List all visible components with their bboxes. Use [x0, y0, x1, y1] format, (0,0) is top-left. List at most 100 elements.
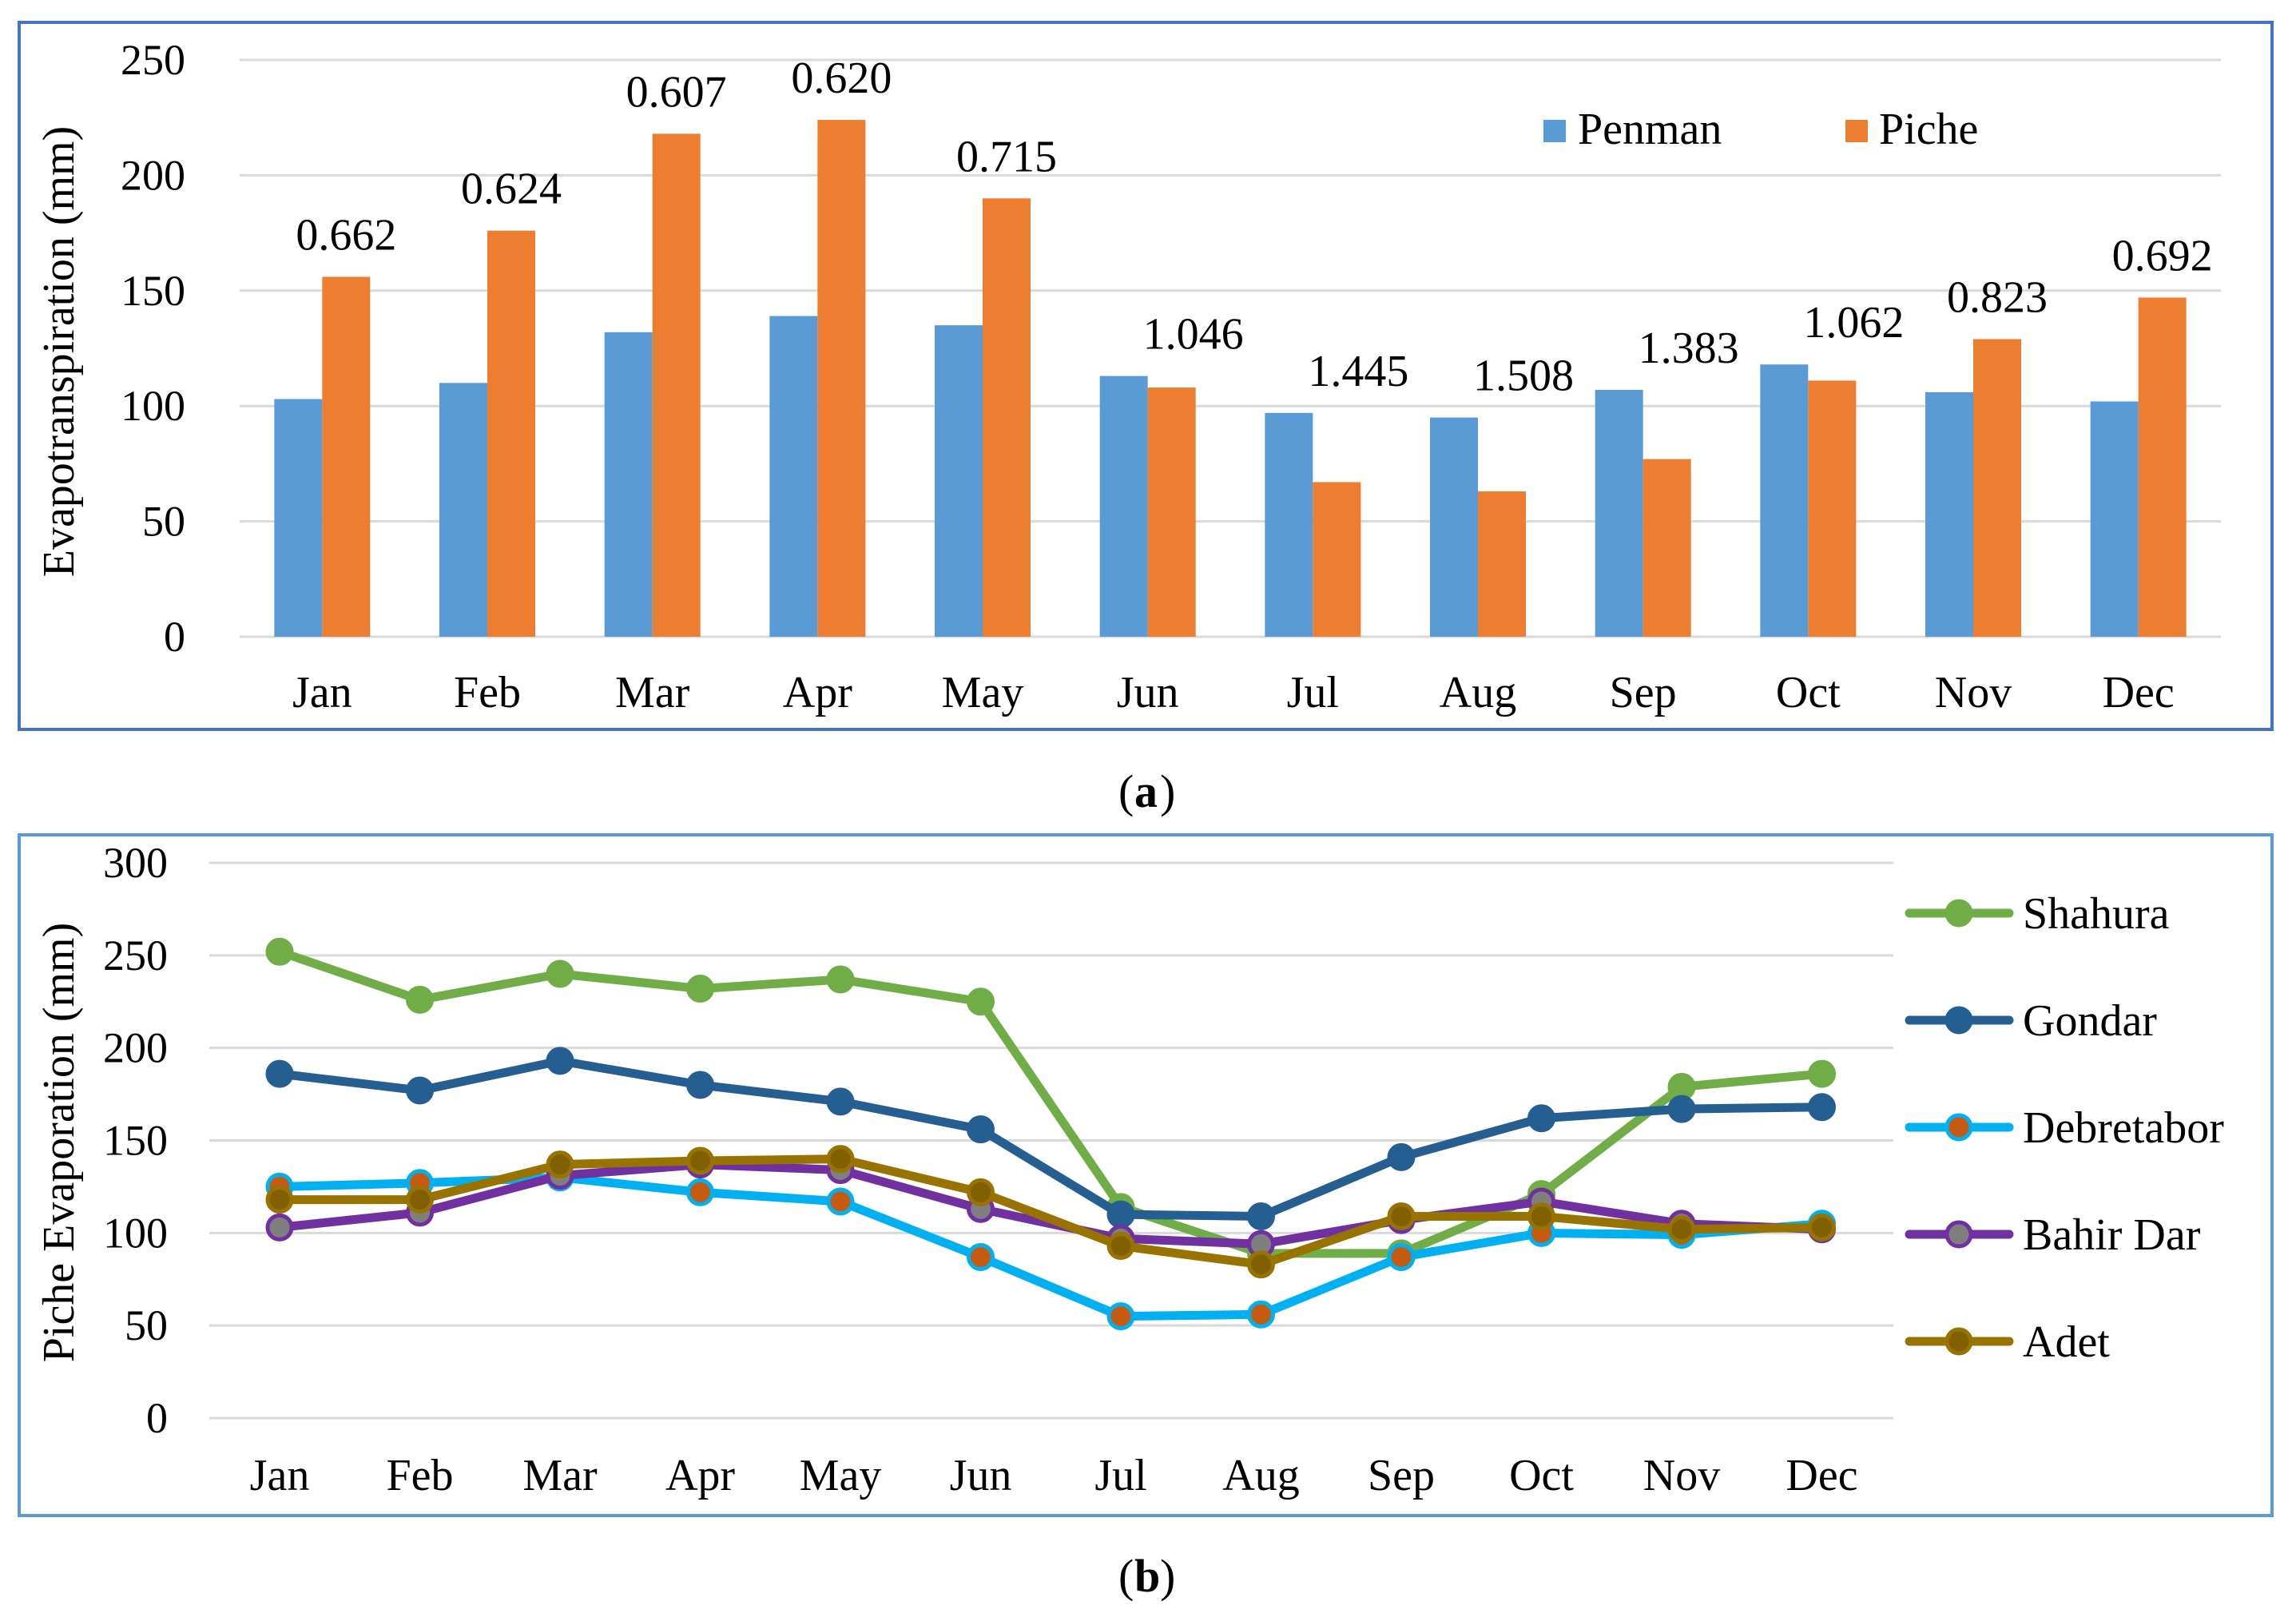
- chart-a-bar-penman: [1595, 389, 1643, 637]
- chart-a-ratio-label: 0.607: [626, 67, 727, 117]
- chart-b-legend-marker-adet: [1944, 1327, 1973, 1356]
- chart-b-point-adet: [1527, 1202, 1555, 1230]
- chart-b-x-tick-label: Apr: [665, 1451, 735, 1500]
- chart-b-point-adet: [1106, 1232, 1135, 1261]
- chart-b-x-tick-label: Mar: [522, 1451, 598, 1500]
- chart-a-bar-penman: [1760, 364, 1809, 637]
- chart-b-y-tick-label: 150: [103, 1117, 168, 1165]
- chart-b-point-gondar: [967, 1115, 995, 1144]
- chart-b-y-tick-label: 0: [146, 1394, 168, 1442]
- chart-b-x-tick-label: Nov: [1643, 1451, 1720, 1500]
- chart-a-ratio-label: 1.062: [1803, 298, 1904, 348]
- chart-b-x-tick-label: Jan: [250, 1451, 310, 1500]
- chart-b-y-ticks: 0 50 100 150 200 250 300: [103, 839, 168, 1442]
- chart-a-bar-penman: [2090, 401, 2139, 637]
- chart-b-point-debretabor: [826, 1187, 855, 1216]
- chart-a-bar-penman: [1265, 412, 1313, 637]
- chart-b-point-shahura: [546, 959, 574, 988]
- chart-a-bar-penman: [604, 332, 653, 637]
- chart-b-legend-label-adet: Adet: [2023, 1317, 2110, 1367]
- chart-a-x-tick-label: Dec: [2103, 668, 2175, 717]
- chart-a-x-tick-label: Sep: [1610, 668, 1677, 717]
- chart-a-y-tick-label: 200: [121, 151, 185, 199]
- chart-a-y-tick-label: 250: [121, 36, 185, 84]
- chart-a-ratio-label: 1.508: [1473, 352, 1574, 401]
- chart-b-legend: Shahura Gondar Debretabor Bahir Dar Adet: [1905, 889, 2224, 1367]
- chart-a-ratio-label: 0.692: [2112, 231, 2213, 280]
- chart-b-x-tick-label: Jun: [950, 1451, 1012, 1500]
- chart-a-bar-piche: [1808, 380, 1857, 637]
- chart-a-bar-penman: [935, 325, 983, 637]
- chart-b-point-shahura: [1808, 1059, 1836, 1088]
- chart-a-x-tick-label: May: [942, 668, 1024, 717]
- chart-a-bar-penman: [439, 383, 487, 637]
- chart-b-x-tick-label: Sep: [1368, 1451, 1435, 1500]
- panel-b-letter: b: [1134, 1550, 1160, 1602]
- chart-b-point-gondar: [1387, 1142, 1416, 1171]
- chart-a-ratio-label: 0.620: [791, 54, 892, 103]
- chart-b-legend-label-shahura: Shahura: [2023, 889, 2170, 939]
- chart-b-x-ticks: Jan Feb Mar Apr May Jun Jul Aug Sep Oct Nov Dec: [250, 1451, 1858, 1500]
- chart-b-point-shahura: [265, 937, 294, 966]
- chart-b-point-gondar: [1527, 1104, 1555, 1133]
- chart-b-frame: [18, 833, 2274, 1517]
- chart-b-point-debretabor: [1106, 1302, 1135, 1331]
- chart-b-point-gondar: [546, 1047, 574, 1075]
- chart-b-point-adet: [967, 1178, 995, 1206]
- chart-b-point-adet: [826, 1145, 855, 1174]
- chart-b-point-adet: [406, 1186, 434, 1214]
- chart-a-y-tick-label: 150: [121, 267, 185, 315]
- chart-a-bar-piche: [817, 120, 866, 637]
- chart-a-legend: Penman Piche: [1543, 105, 1978, 154]
- chart-a-ratio-label: 1.383: [1639, 324, 1739, 373]
- chart-b-point-debretabor: [1247, 1300, 1275, 1329]
- chart-b-point-gondar: [1667, 1095, 1696, 1123]
- panel-a-close-paren: ): [1160, 765, 1175, 817]
- chart-b-point-gondar: [1808, 1093, 1836, 1122]
- chart-a-x-tick-label: Oct: [1776, 668, 1841, 717]
- chart-b-point-debretabor: [967, 1242, 995, 1271]
- chart-b-x-tick-label: Oct: [1509, 1451, 1574, 1500]
- chart-b-point-gondar: [265, 1059, 294, 1088]
- chart-b-point-adet: [686, 1146, 714, 1175]
- chart-a-x-tick-label: Aug: [1440, 668, 1516, 717]
- chart-a-bar-penman: [769, 316, 818, 637]
- chart-b-point-adet: [1808, 1213, 1836, 1242]
- panel-a-open-paren: (: [1118, 765, 1134, 817]
- chart-b-point-adet: [1667, 1215, 1696, 1244]
- chart-a: 0 50 100 150 200 250 0.662 0.624 0.607 0.620 0.71…: [18, 21, 2274, 731]
- chart-a-bar-piche: [983, 198, 1031, 637]
- chart-b-x-tick-label: Jul: [1094, 1451, 1146, 1500]
- chart-b-line-gondar: [275, 1056, 1826, 1221]
- chart-b-x-tick-label: Dec: [1786, 1451, 1857, 1500]
- chart-a-x-tick-label: Mar: [615, 668, 690, 717]
- chart-a-bar-piche: [487, 230, 535, 637]
- chart-b-point-bahirdar: [265, 1213, 294, 1242]
- chart-a-bar-piche: [322, 276, 371, 637]
- chart-b-y-tick-label: 200: [103, 1024, 168, 1072]
- chart-b-point-shahura: [406, 985, 434, 1014]
- chart-a-legend-swatch-piche: [1845, 120, 1868, 142]
- chart-a-y-ticks: 0 50 100 150 200 250: [121, 36, 185, 661]
- chart-a-x-tick-label: Jul: [1287, 668, 1339, 717]
- chart-a-legend-swatch-penman: [1543, 120, 1566, 142]
- chart-a-ratio-label: 0.715: [956, 132, 1057, 181]
- chart-a-bar-piche: [652, 133, 701, 637]
- chart-b-point-shahura: [967, 987, 995, 1016]
- chart-a-x-tick-label: Jun: [1117, 668, 1179, 717]
- chart-a-x-tick-label: Feb: [454, 668, 521, 717]
- chart-b-point-gondar: [826, 1087, 855, 1116]
- chart-a-x-ticks: Jan Feb Mar Apr May Jun Jul Aug Sep Oct Nov Dec: [292, 668, 2175, 717]
- chart-a-gridlines: [240, 58, 2221, 638]
- chart-b-legend-marker-shahura: [1944, 899, 1973, 928]
- chart-a-bar-penman: [1430, 417, 1478, 637]
- chart-a-bar-piche: [1147, 387, 1196, 637]
- chart-b-point-gondar: [1106, 1200, 1135, 1229]
- chart-b-line-adet: [275, 1154, 1826, 1269]
- chart-b-point-debretabor: [1387, 1242, 1416, 1271]
- chart-a-bar-piche: [1973, 339, 2021, 637]
- chart-a-bar-penman: [274, 399, 323, 637]
- chart-b-point-shahura: [686, 975, 714, 1003]
- chart-b-point-adet: [1247, 1250, 1275, 1279]
- chart-a-bar-piche: [1313, 482, 1361, 637]
